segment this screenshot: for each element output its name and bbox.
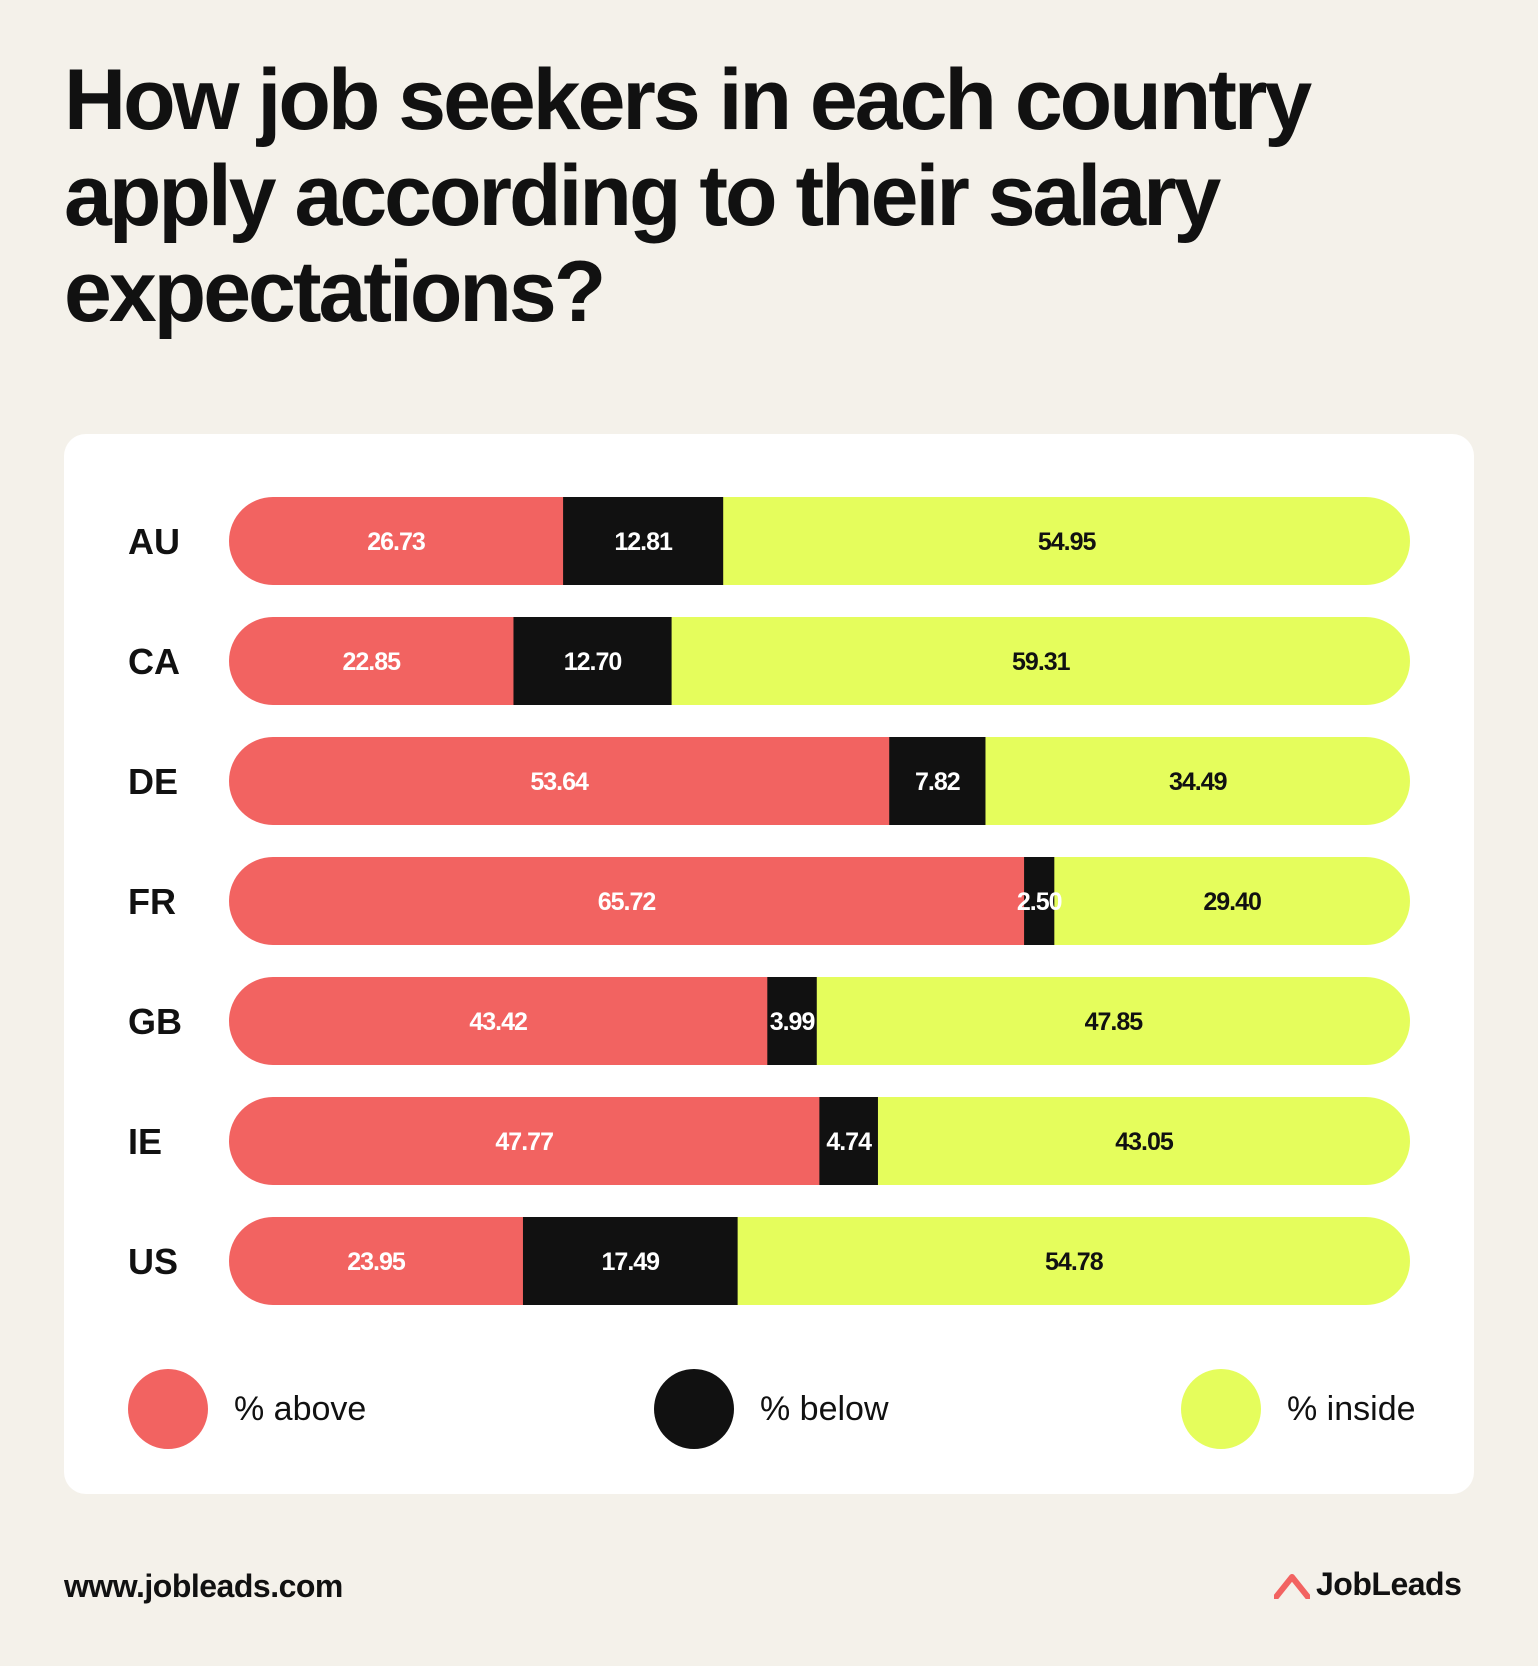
category-label-gb: GB bbox=[128, 1001, 182, 1042]
bar-segment-us-inside bbox=[737, 1217, 1410, 1305]
jobleads-logo-icon bbox=[1274, 1573, 1310, 1599]
bar-segment-gb-below bbox=[767, 977, 818, 1065]
stacked-bar-chart: AU 26.73 12.81 54.95 CA 22.85 12.70 59.31 DE 53.6… bbox=[128, 497, 1410, 1305]
legend-label-below: % below bbox=[760, 1389, 889, 1428]
data-label-gb-below: 3.99 bbox=[770, 1008, 815, 1036]
data-label-fr-inside: 29.40 bbox=[1203, 888, 1261, 916]
category-label-de: DE bbox=[128, 761, 178, 802]
bar-segment-gb-above bbox=[229, 977, 768, 1065]
data-label-de-below: 7.82 bbox=[915, 768, 960, 796]
bar-segment-gb-inside bbox=[816, 977, 1410, 1065]
chart-card: AU 26.73 12.81 54.95 CA 22.85 12.70 59.31 DE 53.6… bbox=[64, 434, 1474, 1494]
category-label-ie: IE bbox=[128, 1121, 162, 1162]
bar-segment-ca-inside bbox=[671, 617, 1410, 705]
bar-segment-ie-below bbox=[819, 1097, 879, 1185]
data-label-ca-above: 22.85 bbox=[342, 648, 401, 676]
bar-segment-de-above bbox=[229, 737, 890, 825]
data-label-de-above: 53.64 bbox=[530, 768, 589, 796]
data-label-ca-inside: 59.31 bbox=[1012, 648, 1071, 676]
bar-ie bbox=[229, 1097, 1410, 1185]
bar-segment-au-above bbox=[229, 497, 564, 585]
bar-segment-fr-below bbox=[1024, 857, 1055, 945]
data-label-ie-above: 47.77 bbox=[495, 1128, 553, 1156]
data-label-us-above: 23.95 bbox=[347, 1248, 406, 1276]
legend-swatch-below bbox=[654, 1369, 734, 1449]
bar-ca bbox=[229, 617, 1410, 705]
data-label-au-above: 26.73 bbox=[367, 528, 425, 556]
data-label-ca-below: 12.70 bbox=[564, 648, 622, 676]
bar-fr bbox=[229, 857, 1410, 945]
data-label-au-inside: 54.95 bbox=[1038, 528, 1097, 556]
bar-au bbox=[229, 497, 1410, 585]
data-label-fr-below: 2.50 bbox=[1017, 888, 1062, 916]
brand-name: JobLeads bbox=[1316, 1566, 1462, 1602]
legend-label-above: % above bbox=[234, 1389, 367, 1428]
bar-segment-fr-above bbox=[229, 857, 1025, 945]
bar-de bbox=[229, 737, 1410, 825]
bar-segment-ie-above bbox=[229, 1097, 820, 1185]
data-label-gb-above: 43.42 bbox=[469, 1008, 527, 1036]
data-label-us-below: 17.49 bbox=[602, 1248, 660, 1276]
legend-item-above: % above bbox=[128, 1369, 366, 1449]
category-label-fr: FR bbox=[128, 881, 176, 922]
bar-segment-de-below bbox=[889, 737, 986, 825]
legend-swatch-inside bbox=[1181, 1369, 1261, 1449]
category-label-au: AU bbox=[128, 521, 180, 562]
data-label-ie-inside: 43.05 bbox=[1115, 1128, 1174, 1156]
legend: % above % below % inside bbox=[64, 1369, 1474, 1449]
data-label-de-inside: 34.49 bbox=[1169, 768, 1227, 796]
bar-segment-de-inside bbox=[985, 737, 1410, 825]
data-label-au-below: 12.81 bbox=[614, 528, 673, 556]
category-label-ca: CA bbox=[128, 641, 180, 682]
bar-us bbox=[229, 1217, 1410, 1305]
chart-title: How job seekers in each country apply ac… bbox=[64, 52, 1312, 340]
legend-label-inside: % inside bbox=[1287, 1389, 1416, 1428]
footer-url[interactable]: www.jobleads.com bbox=[64, 1568, 343, 1604]
brand-logo: JobLeads bbox=[1274, 1566, 1462, 1603]
data-label-gb-inside: 47.85 bbox=[1085, 1008, 1144, 1036]
bar-segment-au-below bbox=[563, 497, 724, 585]
bar-segment-ie-inside bbox=[877, 1097, 1410, 1185]
data-label-ie-below: 4.74 bbox=[826, 1128, 872, 1156]
legend-swatch-above bbox=[128, 1369, 208, 1449]
bar-segment-au-inside bbox=[723, 497, 1410, 585]
data-label-fr-above: 65.72 bbox=[598, 888, 656, 916]
bar-segment-ca-below bbox=[513, 617, 673, 705]
legend-item-inside: % inside bbox=[1181, 1369, 1416, 1449]
bar-segment-us-above bbox=[229, 1217, 524, 1305]
legend-item-below: % below bbox=[654, 1369, 889, 1449]
bar-segment-ca-above bbox=[229, 617, 514, 705]
data-label-us-inside: 54.78 bbox=[1045, 1248, 1104, 1276]
bar-segment-us-below bbox=[522, 1217, 739, 1305]
bar-gb bbox=[229, 977, 1410, 1065]
bar-segment-fr-inside bbox=[1054, 857, 1410, 945]
category-label-us: US bbox=[128, 1241, 178, 1282]
